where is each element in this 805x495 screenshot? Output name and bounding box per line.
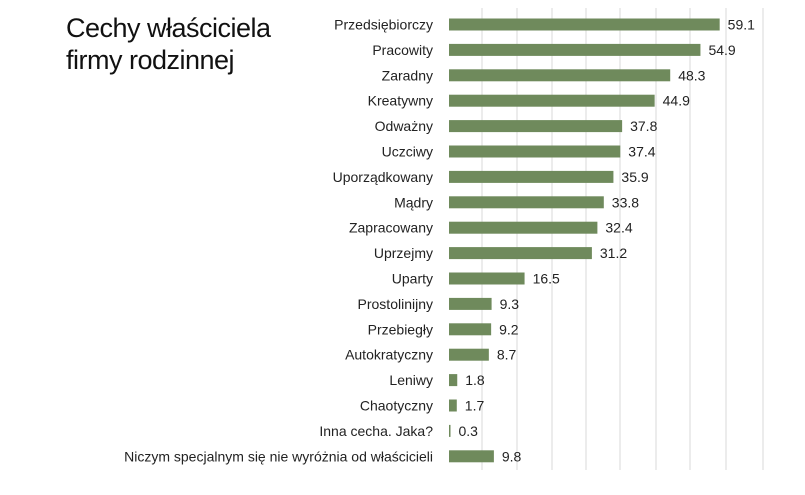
gridlines xyxy=(481,8,764,470)
category-label: Zapracowany xyxy=(349,220,433,236)
category-label: Pracowity xyxy=(372,42,433,58)
bar xyxy=(449,196,604,209)
bar xyxy=(449,18,720,31)
category-label: Przedsiębiorczy xyxy=(334,17,433,33)
bar xyxy=(449,323,492,336)
value-label: 37.4 xyxy=(628,144,655,160)
bar xyxy=(449,247,592,260)
category-label: Zaradny xyxy=(382,67,433,83)
category-label: Uparty xyxy=(392,271,433,287)
bar xyxy=(449,120,623,133)
bar xyxy=(449,297,492,310)
category-label: Uporządkowany xyxy=(333,169,433,185)
bar xyxy=(449,424,451,437)
category-label: Autokratyczny xyxy=(345,347,433,363)
value-label: 31.2 xyxy=(600,245,627,261)
bar xyxy=(449,170,614,183)
value-label: 9.8 xyxy=(502,448,522,464)
value-label: 1.7 xyxy=(465,398,485,414)
bar xyxy=(449,221,598,234)
value-label: 33.8 xyxy=(612,194,639,210)
value-label: 32.4 xyxy=(605,220,632,236)
category-labels: Przedsiębiorczy Pracowity Zaradny Kreatywny… xyxy=(124,17,433,465)
category-label: Przebiegły xyxy=(368,321,433,337)
category-label: Chaotyczny xyxy=(360,398,433,414)
category-label: Uczciwy xyxy=(382,144,433,160)
bar xyxy=(449,348,489,361)
bar xyxy=(449,145,621,158)
category-label: Odważny xyxy=(375,118,433,134)
category-label: Kreatywny xyxy=(368,93,433,109)
value-label: 35.9 xyxy=(621,169,648,185)
category-label: Niczym specjalnym się nie wyróżnia od wł… xyxy=(124,448,433,464)
bar xyxy=(449,43,701,56)
category-label: Inna cecha. Jaka? xyxy=(319,423,433,439)
category-label: Mądry xyxy=(394,194,433,210)
category-label: Prostolinijny xyxy=(358,296,433,312)
bar xyxy=(449,374,458,387)
bars xyxy=(449,18,720,463)
value-label: 9.3 xyxy=(500,296,520,312)
bar xyxy=(449,272,525,285)
value-label: 16.5 xyxy=(533,271,560,287)
value-label: 8.7 xyxy=(497,347,517,363)
value-label: 1.8 xyxy=(465,372,485,388)
value-label: 44.9 xyxy=(663,93,690,109)
value-labels: 59.1 54.948.3 44.9 37.8 37.4 35.9 33.8 32.4 31.2… xyxy=(459,17,756,465)
chart-title: Cechy właściciela firmy rodzinnej xyxy=(66,13,271,75)
value-label: 9.2 xyxy=(499,321,519,337)
category-label: Leniwy xyxy=(389,372,433,388)
value-label: 54.9 xyxy=(708,42,735,58)
value-label: 0.3 xyxy=(459,423,479,439)
category-label: Uprzejmy xyxy=(374,245,433,261)
bar xyxy=(449,399,457,412)
value-label: 48.3 xyxy=(678,67,705,83)
value-label: 59.1 xyxy=(728,17,755,33)
bar xyxy=(449,69,671,82)
bar xyxy=(449,94,655,107)
value-label: 37.8 xyxy=(630,118,657,134)
bar xyxy=(449,450,494,463)
